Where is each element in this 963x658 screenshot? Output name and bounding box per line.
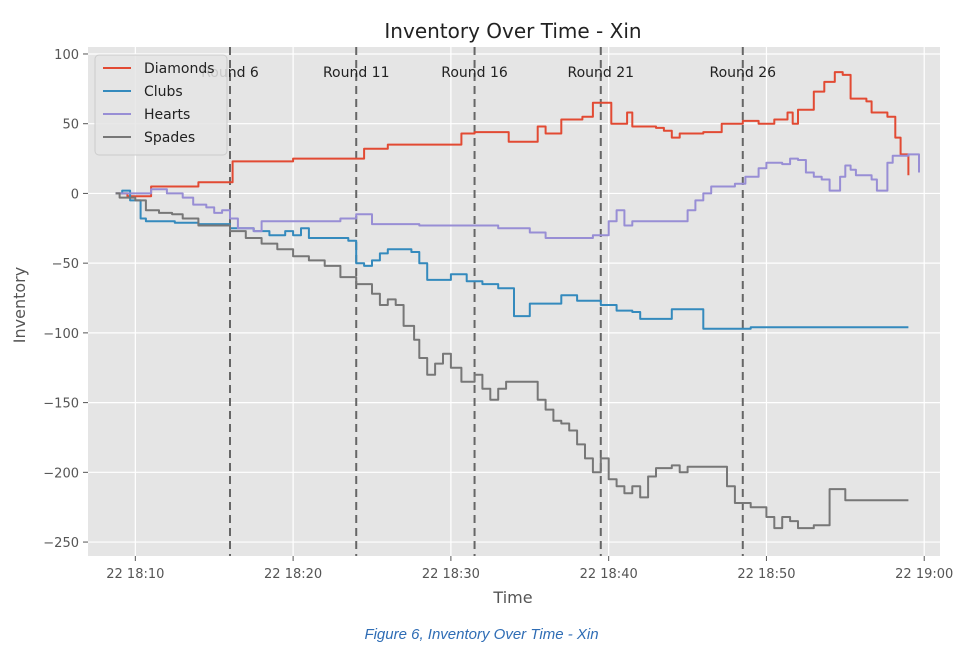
round-label: Round 16	[441, 65, 508, 81]
series-line-clubs	[115, 189, 909, 330]
chart-title: Inventory Over Time - Xin	[384, 19, 641, 43]
round-label: Round 21	[567, 65, 634, 81]
y-tick-label: 0	[71, 187, 79, 202]
legend-label: Spades	[144, 130, 195, 146]
figure-caption: Figure 6, Inventory Over Time - Xin	[364, 626, 599, 643]
x-tick-label: 22 18:10	[106, 567, 164, 582]
legend-label: Diamonds	[144, 61, 215, 77]
legend-box	[94, 54, 228, 156]
legend: Diamonds Clubs Hearts Spades	[94, 54, 228, 156]
x-tick-label: 22 18:30	[422, 567, 480, 582]
y-tick-label: −200	[43, 466, 79, 481]
x-axis-label: Time	[492, 588, 532, 607]
y-axis-ticks: 100 50 0 −50 −100 −150 −200 −250	[43, 48, 88, 551]
y-tick-label: −50	[52, 257, 79, 272]
series-line-spades	[115, 192, 909, 530]
series-line-diamonds	[115, 71, 910, 198]
y-tick-label: −250	[43, 536, 79, 551]
legend-label: Hearts	[144, 107, 190, 123]
x-tick-label: 22 19:00	[895, 567, 953, 582]
round-label: Round 11	[323, 65, 390, 81]
x-axis-ticks: 22 18:10 22 18:20 22 18:30 22 18:40 22 18:50…	[106, 556, 953, 582]
y-tick-label: −150	[43, 397, 79, 412]
series-line-hearts	[115, 153, 920, 239]
y-tick-label: 100	[54, 48, 79, 63]
legend-label: Clubs	[144, 84, 183, 100]
series-lines	[115, 71, 920, 530]
y-tick-label: 50	[62, 118, 79, 133]
x-tick-label: 22 18:40	[580, 567, 638, 582]
y-tick-label: −100	[43, 327, 79, 342]
x-tick-label: 22 18:20	[264, 567, 322, 582]
round-label: Round 26	[709, 65, 776, 81]
y-axis-label: Inventory	[10, 267, 29, 343]
x-tick-label: 22 18:50	[737, 567, 795, 582]
